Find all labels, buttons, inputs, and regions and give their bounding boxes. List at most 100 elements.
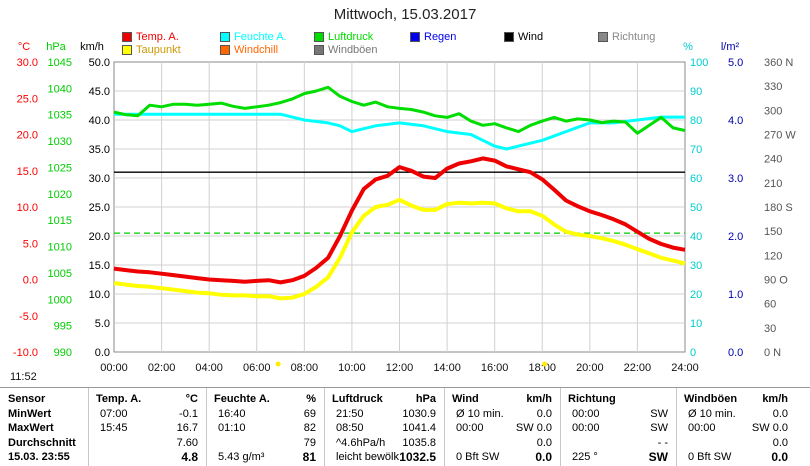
legend-item: Richtung: [598, 31, 655, 43]
weather-chart: 00:00 02:00 04:00 06:00 08:00 10:00 12:00 14:00…: [13, 41, 796, 374]
temp-tick-label: -5.0: [19, 311, 38, 323]
stats-detail: ^4.6hPa/h: [336, 436, 386, 449]
pressure-tick-label: 1000: [48, 294, 72, 306]
wind-tick-label: 15.0: [89, 260, 110, 272]
stats-row: 225 ° SW: [564, 450, 672, 465]
pressure-tick-label: 1045: [48, 57, 72, 69]
stats-value: 1041.4: [402, 422, 436, 434]
legend-swatch: [314, 32, 324, 42]
legend-item: Feuchte A.: [220, 31, 287, 43]
stats-value: 7.60: [176, 436, 198, 449]
stats-row: Ø 10 min. 0.0: [680, 407, 792, 422]
legend-item: Windböen: [314, 44, 378, 56]
time-marker: [275, 361, 281, 367]
row-label-text: MaxWert: [8, 422, 54, 434]
stats-detail: 00:00: [572, 407, 600, 420]
legend-label: Temp. A.: [136, 31, 179, 43]
stats-value: SW 0.0: [515, 422, 552, 434]
x-tick-label: 22:00: [624, 362, 652, 374]
direction-tick-label: 330: [764, 81, 782, 93]
column-header: Feuchte A.%: [210, 392, 320, 407]
legend-swatch: [122, 32, 132, 42]
legend-item: Regen: [410, 31, 456, 43]
column-title: Richtung: [568, 393, 616, 405]
stats-column: Windböen km/h Ø 10 min. 0.0 00:00 SW 0.0 0.0 0 …: [676, 388, 796, 466]
wind-tick-label: 0.0: [95, 347, 110, 359]
direction-tick-label: 210: [764, 178, 782, 190]
pressure-tick-label: 1030: [48, 136, 72, 148]
series-line-temp-a: [113, 156, 686, 285]
column-unit: hPa: [415, 393, 436, 405]
legend-label: Windchill: [234, 44, 279, 56]
stats-detail: 07:00: [100, 407, 128, 420]
wind-tick-label: 30.0: [89, 173, 110, 185]
stats-row: 0 Bft SW 0.0: [680, 450, 792, 465]
legend-item: Wind: [504, 31, 543, 43]
rain-tick-label: 3.0: [728, 173, 743, 185]
direction-tick-label: 180 S: [764, 202, 793, 214]
stats-column: Wind km/h Ø 10 min. 0.0 00:00 SW 0.0 0.0 0 Bft …: [444, 388, 561, 466]
temp-tick-label: 25.0: [17, 93, 38, 105]
stats-value: -0.1: [179, 407, 198, 420]
pressure-tick-label: 1015: [48, 215, 72, 227]
pressure-tick-label: 1040: [48, 83, 72, 95]
stats-value: 69: [303, 407, 316, 420]
x-tick-label: 24:00: [671, 362, 699, 374]
column-unit: km/h: [762, 393, 788, 405]
stats-detail: leicht bewölk: [336, 451, 399, 463]
direction-tick-label: 150: [764, 226, 782, 238]
legend-swatch: [220, 45, 230, 55]
stats-value: 0.0: [772, 436, 788, 449]
wind-tick-label: 40.0: [89, 115, 110, 127]
rain-tick-label: 4.0: [728, 115, 743, 127]
stats-row: 21:50 1030.9: [328, 407, 440, 422]
direction-tick-label: 240: [764, 154, 782, 166]
legend-label: Regen: [424, 31, 457, 43]
legend-label: Feuchte A.: [234, 31, 287, 43]
wind-tick-label: 25.0: [89, 202, 110, 214]
pressure-unit: hPa: [46, 41, 66, 53]
x-tick-label: 04:00: [195, 362, 223, 374]
series-line-feuchte-a: [114, 112, 685, 151]
humidity-tick-label: 50: [690, 202, 702, 214]
row-label-column: Sensor MinWert MaxWert Durchschnitt 15.03. 2…: [0, 388, 89, 466]
row-label: MinWert: [4, 407, 84, 422]
stats-value: 0.0: [536, 436, 552, 449]
column-title: Luftdruck: [332, 393, 383, 405]
legend-swatch: [220, 32, 230, 42]
stats-detail: 15:45: [100, 422, 128, 434]
legend-label: Windböen: [328, 44, 378, 56]
stats-detail: 00:00: [456, 422, 484, 434]
rain-tick-label: 5.0: [728, 57, 743, 69]
pressure-tick-label: 1005: [48, 268, 72, 280]
rain-tick-label: 0.0: [728, 347, 743, 359]
wind-tick-label: 35.0: [89, 144, 110, 156]
column-title: Temp. A.: [96, 393, 142, 405]
humidity-tick-label: 30: [690, 260, 702, 272]
rain-tick-label: 2.0: [728, 231, 743, 243]
column-header: Luftdruck hPa: [328, 392, 440, 407]
stats-row: Ø 10 min. 0.0: [448, 407, 556, 422]
stats-value: SW: [650, 407, 668, 420]
humidity-tick-label: 100: [690, 57, 708, 69]
stats-detail: Ø 10 min.: [688, 407, 736, 420]
row-label-text: 15.03. 23:55: [8, 451, 70, 463]
legend-item: Luftdruck: [314, 31, 373, 43]
x-tick-label: 08:00: [291, 362, 319, 374]
row-label-text: MinWert: [8, 407, 52, 420]
stats-detail: 00:00: [688, 422, 716, 434]
stats-row: 4.8: [92, 450, 202, 465]
temp-tick-label: -10.0: [13, 347, 38, 359]
stats-detail: 0 Bft SW: [456, 451, 500, 463]
legend-label: Taupunkt: [136, 44, 181, 56]
pressure-tick-label: 1020: [48, 189, 72, 201]
stats-row: leicht bewölk 1032.5: [328, 450, 440, 465]
stats-detail: 08:50: [336, 422, 364, 434]
stats-row: 16:40 69: [210, 407, 320, 422]
legend-swatch: [410, 32, 420, 42]
column-title: Feuchte A.: [214, 393, 270, 405]
row-label-text: Durchschnitt: [8, 436, 76, 449]
direction-tick-label: 300: [764, 105, 782, 117]
legend-swatch: [122, 45, 132, 55]
temp-tick-label: 15.0: [17, 166, 38, 178]
